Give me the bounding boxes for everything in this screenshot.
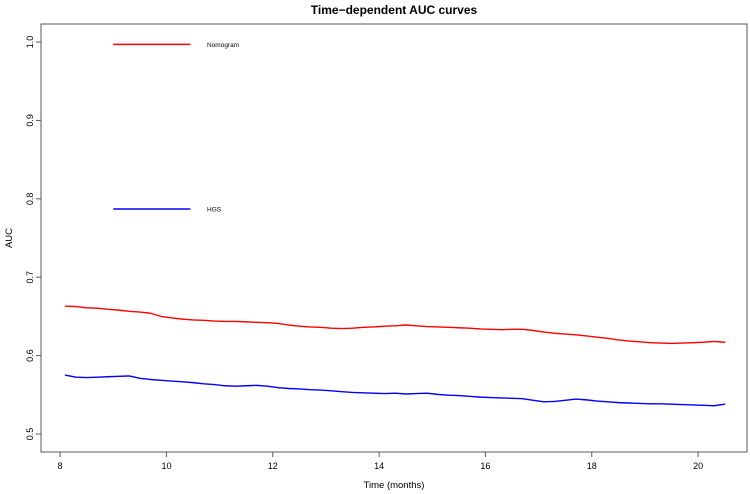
x-tick-label: 20	[693, 461, 703, 471]
y-tick-label: 0.7	[25, 271, 35, 284]
y-tick-label: 1.0	[25, 36, 35, 49]
x-tick-label: 18	[587, 461, 597, 471]
y-tick-label: 0.5	[25, 428, 35, 441]
legend-lines-layer	[113, 43, 191, 210]
chart-title: Time−dependent AUC curves	[311, 3, 478, 17]
x-axis-label: Time (months)	[364, 480, 425, 491]
x-tick-label: 14	[374, 461, 384, 471]
series-layer	[64, 305, 726, 407]
legend-label-hgs: HGS	[207, 207, 222, 214]
series-line-hgs	[64, 374, 726, 407]
x-tick-label: 10	[161, 461, 171, 471]
y-tick-label: 0.6	[25, 349, 35, 362]
y-tick-label: 0.9	[25, 114, 35, 127]
y-tick-label: 0.8	[25, 193, 35, 206]
plot-box	[40, 23, 748, 453]
x-tick-label: 16	[480, 461, 490, 471]
y-axis-label: AUC	[4, 228, 15, 248]
x-tick-label: 12	[268, 461, 278, 471]
series-line-nomogram	[64, 305, 726, 345]
x-tick-label: 8	[58, 461, 63, 471]
axes-layer: 8 10 12 14 16 18 20 0.5 0.6 0.7 0.8 0.9 1.0	[25, 23, 748, 471]
legend-label-nomogram: Nomogram	[207, 42, 239, 49]
